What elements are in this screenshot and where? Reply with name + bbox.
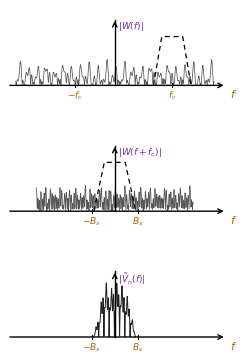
Text: $|\tilde{V}_n(f)|$: $|\tilde{V}_n(f)|$	[118, 271, 145, 287]
Text: $f_c$: $f_c$	[168, 90, 177, 102]
Text: $f$: $f$	[230, 88, 237, 100]
Text: $|W(f)|$: $|W(f)|$	[118, 20, 144, 33]
Text: $B_s$: $B_s$	[132, 216, 143, 228]
Text: $-B_s$: $-B_s$	[82, 216, 101, 228]
Text: $f$: $f$	[230, 340, 237, 352]
Text: $B_s$: $B_s$	[132, 341, 143, 354]
Text: $f$: $f$	[230, 214, 237, 226]
Text: $-B_s$: $-B_s$	[82, 341, 101, 354]
Text: $|W(f + f_c)|$: $|W(f + f_c)|$	[118, 145, 162, 158]
Text: $-f_c$: $-f_c$	[67, 90, 83, 102]
